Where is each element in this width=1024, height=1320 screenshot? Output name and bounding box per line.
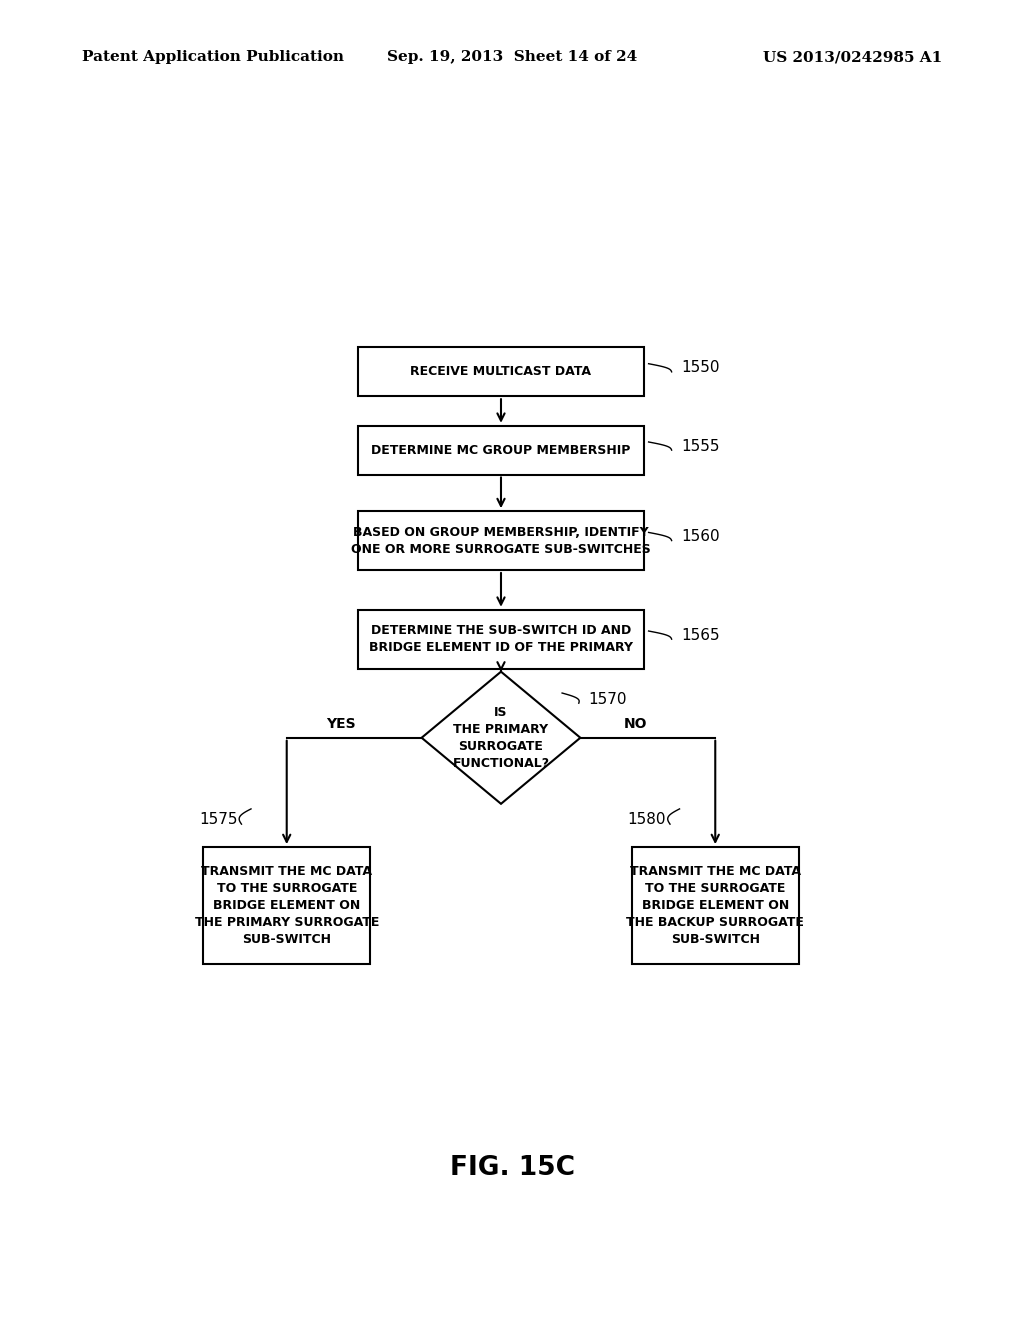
Text: Sep. 19, 2013  Sheet 14 of 24: Sep. 19, 2013 Sheet 14 of 24 bbox=[387, 50, 637, 65]
Text: 1580: 1580 bbox=[628, 812, 666, 826]
Bar bbox=[358, 347, 644, 396]
Text: 1565: 1565 bbox=[681, 627, 720, 643]
Bar bbox=[632, 847, 799, 964]
Text: FIG. 15C: FIG. 15C bbox=[450, 1155, 574, 1181]
Text: 1570: 1570 bbox=[588, 692, 627, 706]
Text: BASED ON GROUP MEMBERSHIP, IDENTIFY
ONE OR MORE SURROGATE SUB-SWITCHES: BASED ON GROUP MEMBERSHIP, IDENTIFY ONE … bbox=[351, 525, 651, 556]
Text: 1575: 1575 bbox=[199, 812, 238, 826]
Text: DETERMINE MC GROUP MEMBERSHIP: DETERMINE MC GROUP MEMBERSHIP bbox=[372, 444, 631, 457]
Polygon shape bbox=[422, 672, 581, 804]
Text: US 2013/0242985 A1: US 2013/0242985 A1 bbox=[763, 50, 942, 65]
Text: YES: YES bbox=[326, 717, 355, 730]
Text: TRANSMIT THE MC DATA
TO THE SURROGATE
BRIDGE ELEMENT ON
THE PRIMARY SURROGATE
SU: TRANSMIT THE MC DATA TO THE SURROGATE BR… bbox=[195, 865, 379, 946]
Bar bbox=[358, 511, 644, 570]
Text: NO: NO bbox=[625, 717, 647, 730]
Text: TRANSMIT THE MC DATA
TO THE SURROGATE
BRIDGE ELEMENT ON
THE BACKUP SURROGATE
SUB: TRANSMIT THE MC DATA TO THE SURROGATE BR… bbox=[627, 865, 804, 946]
Bar bbox=[204, 847, 370, 964]
Bar bbox=[358, 426, 644, 474]
Text: 1550: 1550 bbox=[681, 360, 720, 375]
Text: 1555: 1555 bbox=[681, 438, 720, 454]
Text: 1560: 1560 bbox=[681, 529, 720, 544]
Bar bbox=[358, 610, 644, 669]
Text: Patent Application Publication: Patent Application Publication bbox=[82, 50, 344, 65]
Text: RECEIVE MULTICAST DATA: RECEIVE MULTICAST DATA bbox=[411, 366, 592, 379]
Text: DETERMINE THE SUB-SWITCH ID AND
BRIDGE ELEMENT ID OF THE PRIMARY: DETERMINE THE SUB-SWITCH ID AND BRIDGE E… bbox=[369, 624, 633, 655]
Text: IS
THE PRIMARY
SURROGATE
FUNCTIONAL?: IS THE PRIMARY SURROGATE FUNCTIONAL? bbox=[453, 706, 550, 770]
